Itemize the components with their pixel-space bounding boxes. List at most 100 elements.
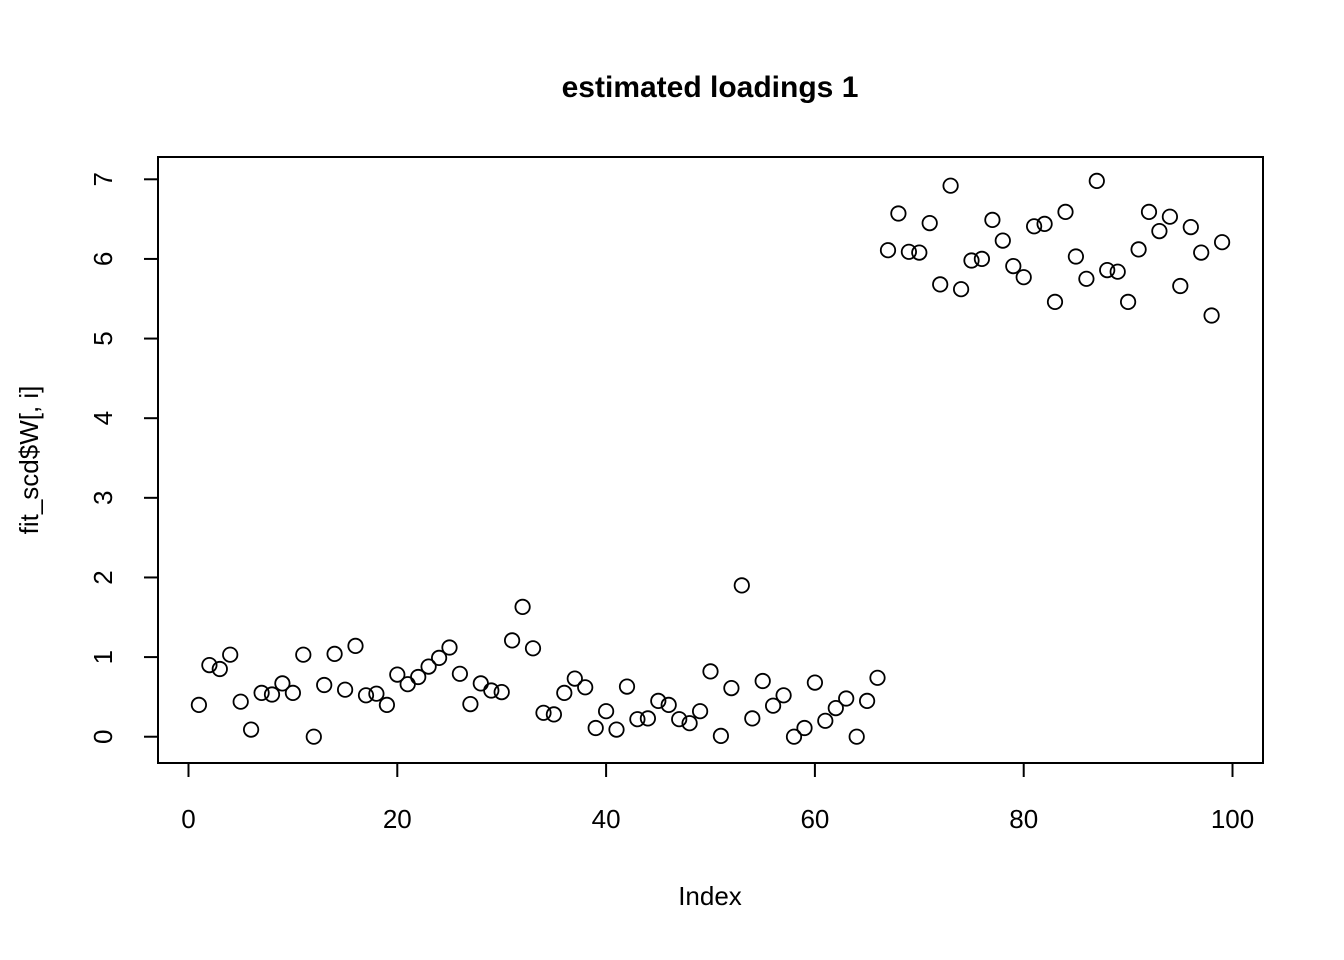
data-point bbox=[911, 244, 928, 261]
data-point bbox=[775, 687, 792, 704]
y-tick-label: 6 bbox=[88, 252, 118, 266]
data-point bbox=[671, 711, 688, 728]
data-point bbox=[399, 676, 416, 693]
data-point bbox=[472, 675, 489, 692]
data-point bbox=[451, 665, 468, 682]
data-point bbox=[1046, 293, 1064, 310]
data-point bbox=[514, 598, 531, 616]
data-point bbox=[1214, 234, 1231, 251]
x-axis-ticks: 0 20 40 60 80 100 bbox=[181, 763, 1254, 834]
x-tick-label: 60 bbox=[800, 804, 829, 834]
data-point bbox=[232, 693, 249, 710]
data-point bbox=[817, 712, 834, 729]
data-point bbox=[629, 711, 646, 728]
data-point bbox=[681, 715, 698, 732]
data-point bbox=[827, 699, 844, 717]
y-axis-ticks: 0 1 2 3 4 5 6 7 bbox=[88, 172, 158, 744]
data-point bbox=[639, 710, 657, 727]
data-point bbox=[1099, 261, 1116, 279]
data-point bbox=[430, 649, 448, 667]
data-point bbox=[848, 728, 865, 745]
data-point bbox=[1088, 172, 1105, 189]
data-point bbox=[1005, 257, 1022, 275]
data-point bbox=[1067, 248, 1085, 265]
data-point bbox=[295, 646, 312, 663]
data-point bbox=[1140, 203, 1158, 220]
y-tick-label: 3 bbox=[88, 491, 118, 505]
data-point bbox=[326, 645, 343, 663]
data-point bbox=[723, 679, 740, 697]
x-axis-label: Index bbox=[678, 881, 742, 911]
data-point bbox=[1057, 203, 1074, 220]
data-points bbox=[190, 172, 1231, 745]
y-axis-label: fit_scd$W[, i] bbox=[14, 386, 44, 535]
data-point bbox=[378, 696, 395, 714]
data-point bbox=[900, 243, 918, 260]
data-point bbox=[274, 675, 291, 692]
data-point bbox=[347, 637, 364, 655]
data-point bbox=[963, 252, 980, 269]
data-point bbox=[357, 687, 375, 704]
data-point bbox=[535, 704, 552, 721]
data-point bbox=[462, 695, 479, 713]
data-point bbox=[190, 696, 207, 714]
y-tick-label: 7 bbox=[88, 172, 118, 186]
data-point bbox=[712, 727, 730, 745]
data-point bbox=[545, 706, 563, 723]
data-point bbox=[493, 683, 510, 701]
data-point bbox=[566, 670, 583, 687]
data-point bbox=[796, 719, 813, 737]
data-point bbox=[650, 692, 667, 710]
data-point bbox=[994, 232, 1011, 249]
data-point bbox=[1161, 208, 1179, 225]
data-point bbox=[838, 690, 855, 707]
data-point bbox=[263, 686, 281, 703]
data-point bbox=[243, 721, 260, 738]
data-point bbox=[1172, 277, 1189, 295]
y-tick-label: 5 bbox=[88, 331, 118, 345]
data-point bbox=[754, 672, 771, 690]
data-point bbox=[921, 215, 938, 232]
x-tick-label: 100 bbox=[1211, 804, 1254, 834]
data-point bbox=[1026, 218, 1043, 235]
data-point bbox=[1015, 269, 1032, 286]
data-point bbox=[1151, 223, 1168, 240]
data-point bbox=[702, 663, 719, 680]
data-point bbox=[869, 669, 886, 686]
data-point bbox=[1109, 263, 1126, 280]
data-point bbox=[483, 682, 500, 699]
data-point bbox=[764, 697, 782, 714]
data-point bbox=[201, 656, 218, 674]
data-point bbox=[556, 684, 573, 702]
data-point bbox=[316, 676, 333, 694]
x-tick-label: 80 bbox=[1009, 804, 1038, 834]
data-point bbox=[1078, 270, 1095, 287]
data-point bbox=[1182, 219, 1199, 236]
data-point bbox=[608, 721, 625, 738]
data-point bbox=[368, 685, 385, 702]
data-point bbox=[932, 276, 949, 293]
data-point bbox=[952, 281, 970, 298]
data-point bbox=[420, 658, 437, 675]
x-tick-label: 40 bbox=[592, 804, 621, 834]
data-point bbox=[785, 728, 803, 745]
data-point bbox=[1193, 244, 1210, 261]
data-point bbox=[744, 710, 761, 727]
data-point bbox=[691, 703, 709, 720]
data-point bbox=[587, 719, 604, 737]
data-point bbox=[410, 668, 427, 686]
y-tick-label: 2 bbox=[88, 570, 118, 584]
data-point bbox=[441, 639, 458, 656]
data-point bbox=[879, 242, 897, 259]
data-point bbox=[984, 211, 1001, 228]
x-tick-label: 20 bbox=[383, 804, 412, 834]
data-point bbox=[336, 681, 354, 698]
plot-box bbox=[157, 156, 1264, 764]
data-point bbox=[389, 666, 406, 683]
data-point bbox=[618, 678, 636, 695]
y-tick-label: 1 bbox=[88, 650, 118, 664]
data-point bbox=[973, 250, 991, 267]
data-point bbox=[1203, 307, 1220, 324]
data-point bbox=[253, 684, 270, 702]
